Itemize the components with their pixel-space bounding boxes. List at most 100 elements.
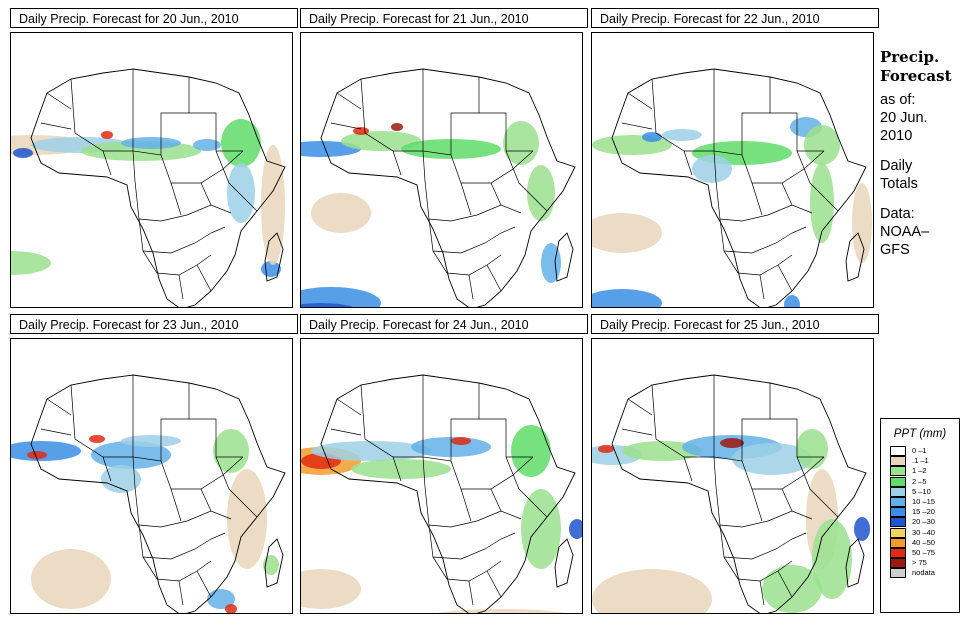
sidebar: Precip. Forecast as of: 20 Jun. 2010 Dai… bbox=[880, 48, 962, 259]
precip-area bbox=[263, 555, 279, 575]
africa-map bbox=[11, 68, 286, 307]
country-border bbox=[479, 418, 533, 458]
precip-area bbox=[437, 609, 565, 613]
madagascar-outline bbox=[264, 538, 284, 588]
legend-label: 10 –15 bbox=[912, 496, 935, 506]
madagascar-outline bbox=[845, 232, 865, 282]
legend-swatch bbox=[890, 496, 906, 507]
country-border bbox=[392, 150, 426, 182]
legend-label: 40 –50 bbox=[912, 537, 935, 547]
africa-map bbox=[301, 374, 582, 613]
precip-area bbox=[541, 243, 561, 283]
precip-area bbox=[511, 425, 551, 477]
precip-area bbox=[642, 132, 662, 142]
country-border bbox=[40, 92, 258, 212]
precip-area bbox=[225, 604, 237, 613]
precip-area bbox=[261, 145, 285, 265]
legend-label: 30 –40 bbox=[912, 527, 935, 537]
legend-label: 5 –10 bbox=[912, 486, 931, 496]
precip-map bbox=[10, 338, 293, 614]
precip-area bbox=[592, 213, 662, 253]
precip-area bbox=[762, 565, 822, 613]
precip-area bbox=[804, 125, 840, 165]
country-border bbox=[330, 398, 548, 518]
legend-item: 1 –2 bbox=[881, 466, 959, 477]
precip-area bbox=[101, 131, 113, 139]
panel-title: Daily Precip. Forecast for 21 Jun., 2010 bbox=[300, 8, 588, 28]
madagascar-outline bbox=[554, 538, 574, 588]
legend: PPT (mm) 0 –1.1 –1 1 –2 2 –5 5 –10 10 –15 15 … bbox=[880, 418, 960, 613]
precip-area bbox=[521, 489, 561, 569]
country-border bbox=[392, 456, 426, 488]
country-border bbox=[134, 180, 232, 222]
country-border bbox=[422, 375, 480, 462]
country-border bbox=[132, 375, 190, 462]
country-border bbox=[715, 486, 813, 528]
legend-swatch bbox=[890, 456, 906, 467]
precip-area bbox=[592, 289, 662, 307]
country-border bbox=[428, 218, 516, 254]
legend-item: 50 –75 bbox=[881, 547, 959, 558]
precip-area bbox=[27, 451, 47, 459]
precip-area bbox=[11, 441, 81, 461]
precip-area bbox=[301, 287, 381, 307]
country-border bbox=[138, 218, 226, 254]
coastline bbox=[320, 68, 576, 307]
sidebar-daily: Daily bbox=[880, 158, 913, 174]
legend-item: 5 –10 bbox=[881, 486, 959, 497]
precip-area bbox=[227, 163, 255, 223]
panel-title: Daily Precip. Forecast for 20 Jun., 2010 bbox=[10, 8, 298, 28]
precip-area bbox=[812, 519, 852, 599]
sidebar-asof: as of: bbox=[880, 92, 916, 108]
legend-item: nodata bbox=[881, 568, 959, 579]
legend-label: 15 –20 bbox=[912, 507, 935, 517]
africa-map bbox=[11, 374, 286, 613]
country-border bbox=[138, 524, 226, 560]
country-border bbox=[178, 570, 212, 606]
legend-swatch bbox=[890, 517, 906, 528]
precip-area bbox=[503, 121, 539, 165]
legend-swatch bbox=[890, 568, 906, 579]
country-border bbox=[178, 264, 212, 300]
precip-area bbox=[213, 429, 249, 473]
precip-area bbox=[193, 139, 221, 151]
country-border bbox=[102, 150, 136, 182]
precip-map bbox=[300, 32, 583, 308]
precip-area bbox=[227, 469, 267, 569]
country-border bbox=[170, 488, 212, 522]
legend-label: 50 –75 bbox=[912, 547, 935, 557]
precip-area bbox=[31, 549, 111, 609]
country-border bbox=[651, 384, 714, 458]
precip-area bbox=[207, 589, 235, 609]
country-border bbox=[134, 486, 232, 528]
precip-area bbox=[852, 183, 872, 263]
precip-area bbox=[13, 148, 33, 158]
precip-area bbox=[89, 435, 105, 443]
legend-label: > 75 bbox=[912, 558, 927, 568]
precip-area bbox=[311, 193, 371, 233]
panel-title: Daily Precip. Forecast for 23 Jun., 2010 bbox=[10, 314, 298, 334]
precip-area bbox=[451, 437, 471, 445]
country-border bbox=[132, 69, 190, 156]
madagascar-outline bbox=[845, 538, 865, 588]
country-border bbox=[460, 488, 502, 522]
country-border bbox=[460, 182, 502, 216]
legend-label: 20 –30 bbox=[912, 517, 935, 527]
precip-area bbox=[121, 137, 181, 149]
precip-area bbox=[796, 429, 828, 469]
legend-item: 20 –30 bbox=[881, 517, 959, 528]
country-border bbox=[719, 218, 807, 254]
country-border bbox=[189, 112, 243, 152]
precip-area bbox=[527, 165, 555, 221]
legend-item: > 75 bbox=[881, 558, 959, 569]
country-border bbox=[621, 92, 839, 212]
precip-area bbox=[101, 465, 141, 493]
legend-swatch bbox=[890, 476, 906, 487]
precip-area bbox=[854, 517, 870, 541]
precip-area bbox=[569, 519, 582, 539]
country-border bbox=[422, 69, 480, 156]
precip-map bbox=[10, 32, 293, 308]
precip-map bbox=[591, 338, 874, 614]
country-border bbox=[770, 418, 824, 458]
precip-area bbox=[121, 435, 181, 447]
